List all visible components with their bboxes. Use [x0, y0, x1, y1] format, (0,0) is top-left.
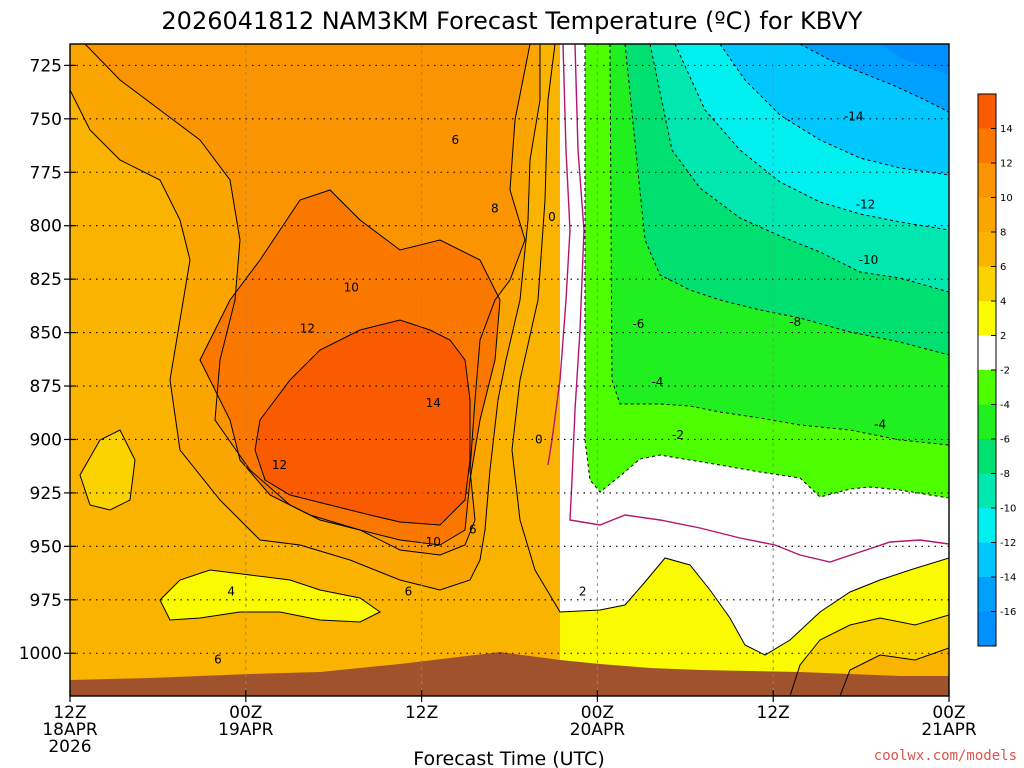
colorbar-label: -10 — [1000, 504, 1016, 515]
contour-label: 6 — [469, 522, 477, 536]
colorbar-label: 12 — [1000, 159, 1013, 170]
x-tick-label: 19APR — [218, 720, 274, 740]
contour-label: -6 — [632, 317, 644, 331]
colorbar-label: -12 — [1000, 538, 1016, 549]
colorbar-swatch — [978, 508, 996, 543]
colorbar-label: 2 — [1000, 331, 1006, 342]
contour-label: 6 — [405, 584, 413, 598]
colorbar-swatch — [978, 128, 996, 164]
plus-14-region — [255, 320, 470, 525]
y-tick-label: 850 — [30, 324, 62, 344]
contour-label: 8 — [491, 202, 499, 216]
y-tick-label: 825 — [30, 270, 62, 290]
credit-text: coolwx.com/models — [874, 748, 1017, 764]
contour-label: -8 — [789, 315, 801, 329]
contour-label: -4 — [651, 375, 663, 389]
negative-contours — [584, 44, 949, 499]
x-tick-label: 00Z — [229, 703, 262, 723]
colorbar-swatch — [978, 163, 996, 198]
x-axis-label: Forecast Time (UTC) — [413, 748, 604, 768]
plot-frame — [69, 43, 950, 697]
y-tick-label: 800 — [30, 217, 62, 237]
contour-label: -10 — [859, 253, 879, 267]
colorbar: 14 12 10 8 6 4 2 -2 -4 -6 -8 -10 -12 -14 -16 — [977, 93, 1016, 647]
colorbar-swatch — [978, 266, 996, 302]
y-tick-label: 900 — [30, 430, 62, 450]
colorbar-label: 10 — [1000, 193, 1013, 204]
colorbar-swatch — [978, 611, 996, 647]
colorbar-swatch — [978, 542, 996, 578]
contour-label: 14 — [426, 396, 441, 410]
contour-label: 0 — [535, 432, 543, 446]
colorbar-label: 8 — [1000, 228, 1006, 239]
colorbar-label: 4 — [1000, 297, 1006, 308]
colorbar-swatch — [978, 197, 996, 233]
colorbar-label: 6 — [1000, 262, 1006, 273]
colorbar-label: -8 — [1000, 469, 1010, 480]
colorbar-swatch — [978, 301, 996, 336]
colorbar-swatch — [978, 577, 996, 612]
chart-title: 2026041812 NAM3KM Forecast Temperature (… — [161, 7, 863, 35]
colorbar-label: -6 — [1000, 435, 1010, 446]
x-tick-label: 12Z — [405, 703, 438, 723]
contour-label: 6 — [451, 133, 459, 147]
colorbar-swatch — [978, 335, 996, 371]
x-tick-label: 00Z — [932, 703, 965, 723]
y-tick-label: 950 — [30, 537, 62, 557]
contour-label: 2 — [579, 584, 587, 598]
y-tick-label: 1000 — [19, 644, 62, 664]
x-tick-label: 2026 — [48, 737, 91, 757]
contour-label: 12 — [300, 321, 315, 335]
contour-label: -14 — [844, 110, 864, 124]
contour-label: 0 — [548, 210, 556, 224]
colorbar-label: 14 — [1000, 124, 1013, 135]
y-tick-label: 875 — [30, 377, 62, 397]
terrain-ground — [70, 652, 949, 696]
y-tick-label: 975 — [30, 591, 62, 611]
contour-label: 6 — [214, 653, 222, 667]
colorbar-swatch — [978, 94, 996, 129]
colorbar-swatch — [978, 473, 996, 509]
contour-label: 10 — [426, 535, 441, 549]
plot-area: 6 8 10 12 14 12 10 6 6 4 6 0 0 2 -2 -4 -6 -8 -4 -10 -12 -14 — [70, 44, 949, 696]
contour-label: -2 — [672, 428, 684, 442]
colorbar-swatch — [978, 370, 996, 405]
x-tick-label: 00Z — [581, 703, 614, 723]
contour-label: 12 — [272, 458, 287, 472]
colorbar-label: -2 — [1000, 366, 1010, 377]
colorbar-swatch — [978, 439, 996, 474]
y-tick-label: 925 — [30, 484, 62, 504]
colorbar-label: -4 — [1000, 400, 1010, 411]
positive-contours — [70, 44, 949, 696]
x-tick-label: 21APR — [921, 720, 977, 740]
x-tick-label: 12Z — [757, 703, 790, 723]
contour-labels: 6 8 10 12 14 12 10 6 6 4 6 0 0 2 -2 -4 -6 -8 -4 -10 -12 -14 — [214, 110, 886, 667]
colorbar-label: -16 — [1000, 607, 1016, 618]
colorbar-swatch — [978, 404, 996, 440]
plus-6-pocket — [80, 430, 135, 510]
contour-label: 4 — [227, 584, 235, 598]
x-tick-label: 12Z — [53, 703, 86, 723]
contour-label: 10 — [344, 281, 359, 295]
y-tick-label: 725 — [30, 56, 62, 76]
colorbar-label: -14 — [1000, 573, 1016, 584]
x-tick-label: 18APR — [42, 720, 98, 740]
x-tick-label: 20APR — [570, 720, 626, 740]
y-tick-label: 775 — [30, 163, 62, 183]
contour-label: -4 — [874, 418, 886, 432]
minus-16-region — [880, 44, 949, 75]
contour-label: -12 — [856, 197, 876, 211]
plus-4-pocket — [160, 570, 380, 622]
colorbar-swatch — [978, 232, 996, 267]
y-tick-label: 750 — [30, 110, 62, 130]
y-axis: 725 750 775 800 825 850 875 900 925 950 975 1000 — [19, 56, 76, 664]
